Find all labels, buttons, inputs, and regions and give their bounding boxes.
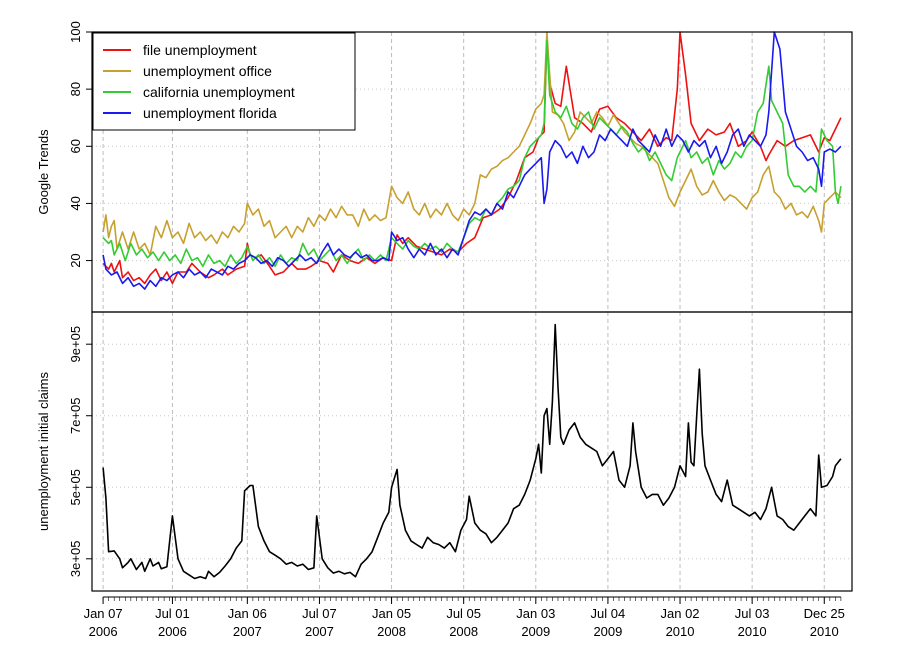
x-tick-label-date: Jan 05 <box>372 606 411 621</box>
x-tick-label-year: 2010 <box>666 624 695 639</box>
y-tick-label: 20 <box>68 253 83 267</box>
y-tick-label: 60 <box>68 139 83 153</box>
x-tick-label-date: Jan 06 <box>228 606 267 621</box>
series-line-unemployment-office <box>102 31 842 256</box>
grid-layer <box>92 31 852 591</box>
series-line-california-unemployment <box>102 39 842 268</box>
x-tick-label-date: Jul 03 <box>735 606 770 621</box>
chart-legend: file unemployment unemployment office cali… <box>92 32 356 131</box>
y-tick-label: 9e+05 <box>68 326 83 363</box>
y-axis-title: unemployment initial claims <box>36 372 51 531</box>
x-tick-label-date: Jan 02 <box>661 606 700 621</box>
legend-label: california unemployment <box>143 84 295 100</box>
x-tick-label-year: 2006 <box>89 624 118 639</box>
legend-label: file unemployment <box>143 42 257 58</box>
x-tick-label-year: 2008 <box>377 624 406 639</box>
legend-box <box>92 32 356 131</box>
y-tick-label: 7e+05 <box>68 397 83 434</box>
x-tick-label-date: Dec 25 <box>804 606 845 621</box>
x-tick-label-year: 2010 <box>810 624 839 639</box>
y-tick-label: 3e+05 <box>68 541 83 578</box>
x-tick-label-date: Jul 01 <box>155 606 190 621</box>
series-line-claims <box>102 323 842 580</box>
legend-label: unemployment office <box>143 63 272 79</box>
x-tick-label-year: 2009 <box>521 624 550 639</box>
y-tick-label: 80 <box>68 82 83 96</box>
axes-layer: 20 40 60 80 100 Google Trends 3e+05 5e+05 7e+05 9… <box>36 21 853 639</box>
legend-label: unemployment florida <box>143 105 277 121</box>
y-tick-label: 5e+05 <box>68 469 83 506</box>
y-tick-label: 40 <box>68 196 83 210</box>
series-layer <box>102 31 842 580</box>
y-tick-label: 100 <box>68 21 83 43</box>
x-tick-label-year: 2007 <box>305 624 334 639</box>
x-tick-label-date: Jul 05 <box>446 606 481 621</box>
y-axis-title: Google Trends <box>36 129 51 215</box>
x-tick-label-year: 2010 <box>738 624 767 639</box>
x-tick-label-date: Jul 04 <box>591 606 626 621</box>
x-tick-label-date: Jan 07 <box>84 606 123 621</box>
x-tick-label-year: 2006 <box>158 624 187 639</box>
x-tick-label-year: 2009 <box>593 624 622 639</box>
series-line-unemployment-florida <box>102 31 842 290</box>
x-tick-label-date: Jan 03 <box>516 606 555 621</box>
x-tick-label-year: 2008 <box>449 624 478 639</box>
x-tick-label-year: 2007 <box>233 624 262 639</box>
panel-frame <box>91 311 853 592</box>
x-tick-label-date: Jul 07 <box>302 606 337 621</box>
